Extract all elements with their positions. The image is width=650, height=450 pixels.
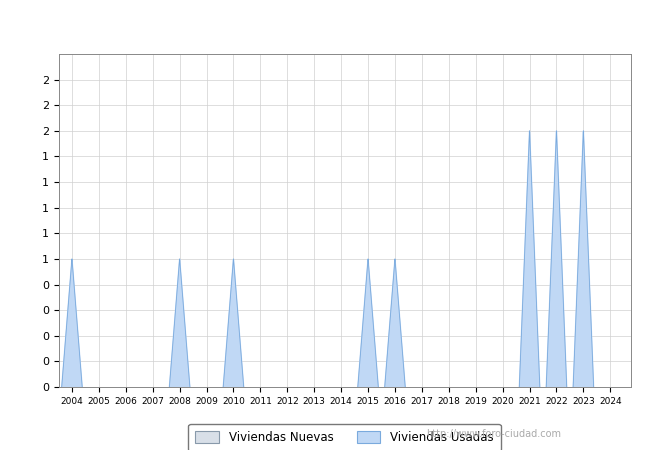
Legend: Viviendas Nuevas, Viviendas Usadas: Viviendas Nuevas, Viviendas Usadas xyxy=(188,424,500,450)
Polygon shape xyxy=(385,259,405,387)
Polygon shape xyxy=(546,131,567,387)
Text: http://www.foro-ciudad.com: http://www.foro-ciudad.com xyxy=(426,429,562,439)
Polygon shape xyxy=(170,259,190,387)
Polygon shape xyxy=(519,131,540,387)
Text: Pozalmuro - Evolucion del Nº de Transacciones Inmobiliarias: Pozalmuro - Evolucion del Nº de Transacc… xyxy=(76,16,574,31)
Polygon shape xyxy=(358,259,378,387)
Polygon shape xyxy=(223,259,244,387)
Polygon shape xyxy=(62,259,82,387)
Polygon shape xyxy=(573,131,593,387)
